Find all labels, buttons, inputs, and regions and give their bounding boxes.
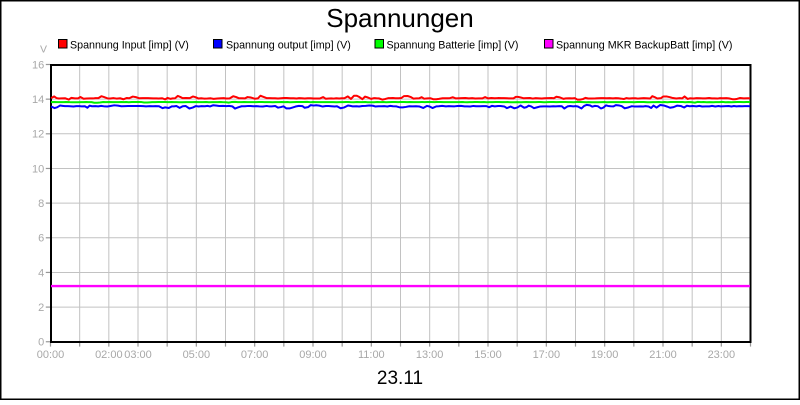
svg-text:07:00: 07:00 [241, 349, 269, 361]
svg-text:8: 8 [38, 198, 44, 210]
svg-text:Spannungen: Spannungen [326, 3, 473, 33]
svg-text:0: 0 [38, 337, 44, 349]
svg-text:03:00: 03:00 [124, 349, 152, 361]
svg-text:17:00: 17:00 [533, 349, 561, 361]
svg-text:Spannung Input [imp] (V): Spannung Input [imp] (V) [70, 40, 189, 52]
svg-text:11:00: 11:00 [358, 349, 385, 361]
svg-text:6: 6 [38, 233, 44, 245]
svg-text:Spannung Batterie [imp] (V): Spannung Batterie [imp] (V) [387, 40, 519, 52]
svg-text:10: 10 [32, 163, 44, 175]
svg-text:14: 14 [32, 94, 44, 106]
svg-text:12: 12 [32, 129, 44, 141]
svg-text:23:00: 23:00 [708, 349, 736, 361]
svg-text:V: V [40, 44, 47, 56]
svg-text:09:00: 09:00 [299, 349, 327, 361]
svg-text:16: 16 [32, 59, 44, 71]
svg-text:Spannung MKR BackupBatt [imp]: Spannung MKR BackupBatt [imp] (V) [556, 40, 732, 52]
svg-text:02:00: 02:00 [95, 349, 123, 361]
svg-text:05:00: 05:00 [183, 349, 211, 361]
svg-text:15:00: 15:00 [474, 349, 502, 361]
svg-text:13:00: 13:00 [416, 349, 444, 361]
svg-text:Spannung output [imp] (V): Spannung output [imp] (V) [226, 40, 351, 52]
svg-text:21:00: 21:00 [649, 349, 677, 361]
svg-text:19:00: 19:00 [591, 349, 619, 361]
svg-text:4: 4 [38, 267, 44, 279]
svg-text:2: 2 [38, 302, 44, 314]
svg-text:00:00: 00:00 [37, 349, 65, 361]
svg-text:23.11: 23.11 [377, 368, 423, 389]
